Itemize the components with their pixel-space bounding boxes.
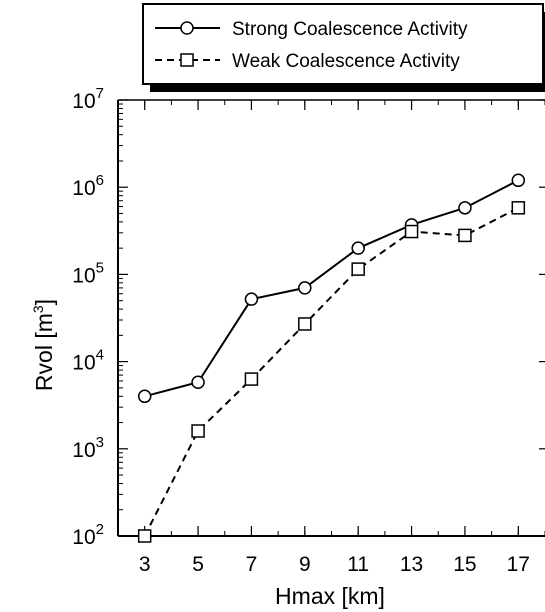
legend-label-weak: Weak Coalescence Activity (232, 51, 460, 72)
data-point-square (137, 529, 152, 543)
y-tick-label: 104 (72, 347, 104, 375)
y-axis-title: Rvol [m3] (30, 299, 57, 391)
data-point-circle (351, 241, 365, 255)
x-tick-label: 13 (400, 553, 423, 576)
y-tick-label: 103 (72, 434, 104, 462)
data-point-square (298, 317, 312, 331)
data-point-circle (191, 375, 205, 389)
series-weak (137, 201, 526, 543)
y-tick-exponent: 5 (96, 259, 104, 276)
legend: Strong Coalescence Activity Weak Coalesc… (142, 3, 545, 92)
data-point-square (191, 424, 205, 438)
y-tick-base: 10 (72, 90, 95, 113)
data-point-circle (511, 173, 526, 188)
y-tick-exponent: 2 (96, 521, 104, 538)
y-tick-label: 107 (72, 85, 104, 113)
y-axis-title-main: Rvol [m (31, 313, 57, 391)
y-tick-exponent: 6 (96, 172, 104, 189)
data-point-circle (458, 201, 472, 215)
series-layer (137, 173, 526, 543)
axes (117, 99, 545, 537)
series-line (144, 179, 519, 398)
y-tick-label: 102 (72, 521, 104, 549)
legend-box (142, 3, 544, 85)
y-tick-base: 10 (72, 352, 95, 375)
legend-label-strong: Strong Coalescence Activity (232, 19, 468, 40)
legend-marker-strong (180, 21, 194, 35)
data-point-circle (137, 389, 152, 404)
x-tick-label: 17 (507, 553, 530, 576)
data-point-circle (244, 292, 259, 306)
data-point-square (404, 224, 419, 239)
x-tick-label: 9 (299, 553, 311, 576)
y-tick-exponent: 3 (96, 434, 104, 451)
data-point-square (244, 372, 259, 386)
data-point-circle (298, 281, 312, 295)
y-tick-base: 10 (72, 264, 95, 287)
y-tick-exponent: 7 (96, 85, 104, 102)
data-point-square (511, 201, 526, 215)
x-tick-label: 15 (453, 553, 476, 576)
series-line (143, 206, 519, 537)
y-tick-base: 10 (72, 526, 95, 549)
x-tick-label: 11 (347, 553, 369, 576)
y-tick-label: 105 (72, 259, 104, 287)
y-axis-title-close: ] (31, 299, 57, 305)
x-tick-label: 3 (139, 553, 151, 576)
data-point-square (351, 262, 365, 276)
x-tick-labels: 3 5 7 9 11 13 15 17 (139, 553, 530, 576)
x-tick-label: 7 (246, 553, 258, 576)
y-tick-base: 10 (72, 439, 95, 462)
y-axis-title-superscript: 3 (30, 305, 46, 313)
y-tick-label: 106 (72, 172, 104, 200)
x-tick-label: 5 (192, 553, 204, 576)
series-strong (137, 173, 526, 404)
legend-marker-weak (180, 53, 194, 67)
data-point-square (458, 228, 472, 243)
x-axis-title: Hmax [km] (275, 583, 385, 609)
y-tick-base: 10 (72, 177, 95, 200)
y-tick-exponent: 4 (96, 347, 104, 364)
